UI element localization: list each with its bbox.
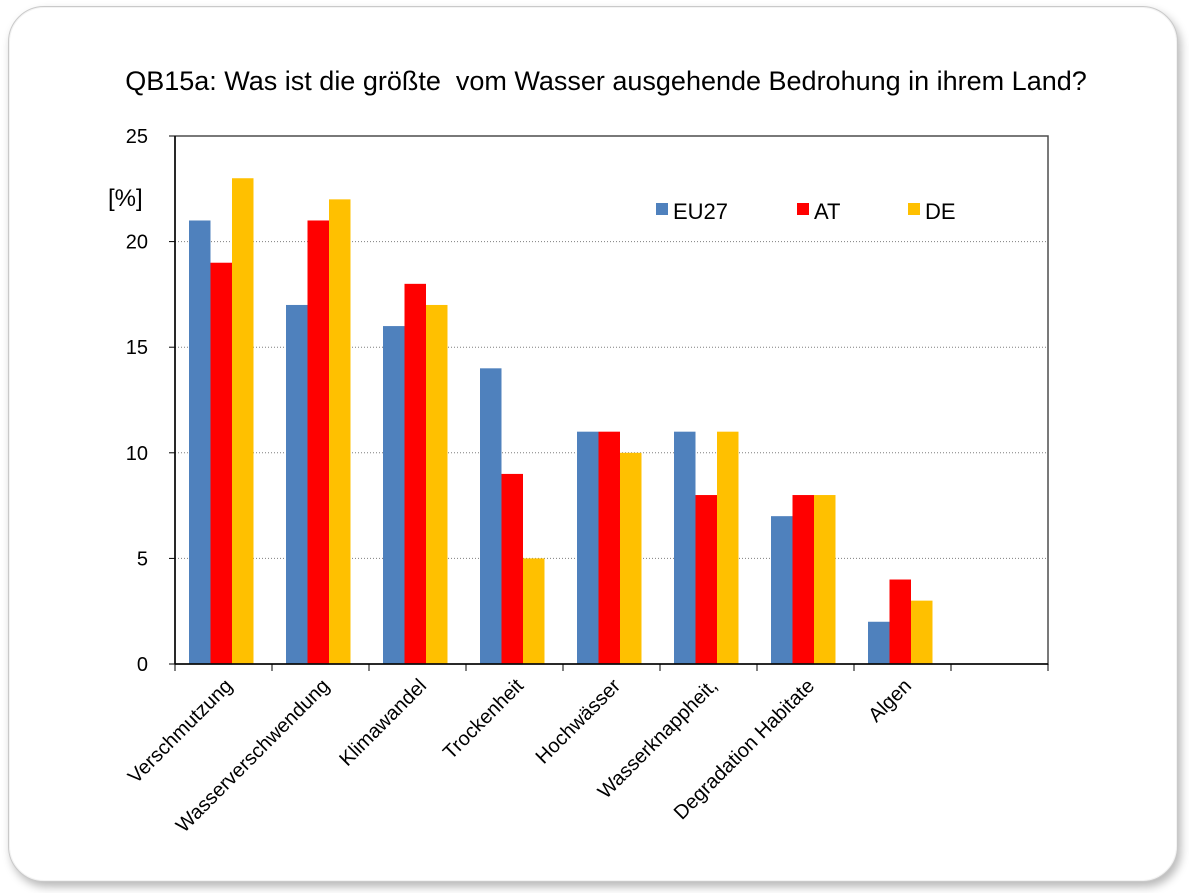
bar: [329, 199, 351, 665]
bar: [598, 431, 620, 664]
bar: [792, 495, 814, 664]
category-label: Verschmutzung: [124, 675, 237, 788]
category-label: Trockenheit: [439, 675, 528, 764]
bar: [771, 516, 793, 664]
bar: [480, 368, 502, 664]
bar: [620, 452, 642, 664]
legend-swatch: [656, 203, 668, 215]
bar: [523, 558, 545, 664]
y-axis-label: [%]: [108, 185, 143, 212]
y-tick-label: 15: [126, 337, 148, 359]
bar: [404, 283, 426, 664]
chart-title: QB15a: Was ist die größte vom Wasser aus…: [125, 66, 1087, 96]
bar: [911, 600, 933, 664]
legend-label: DE: [925, 199, 956, 224]
category-label: Algen: [864, 675, 916, 727]
bar: [717, 431, 739, 664]
bar: [695, 495, 717, 664]
category-label: Hochwässer: [532, 675, 626, 769]
category-label: Klimawandel: [335, 675, 431, 771]
legend-swatch: [908, 203, 920, 215]
y-tick-label: 0: [137, 654, 148, 676]
legend-swatch: [797, 203, 809, 215]
bar: [501, 473, 523, 664]
legend-label: AT: [814, 199, 840, 224]
bar: [814, 495, 836, 664]
bar: [189, 220, 211, 665]
bar: [889, 579, 911, 664]
bar: [307, 220, 329, 665]
bar: [210, 262, 232, 664]
bar: [232, 178, 254, 665]
y-tick-label: 20: [126, 232, 148, 254]
bar: [383, 326, 405, 664]
y-tick-label: 5: [137, 548, 148, 570]
y-tick-label: 10: [126, 443, 148, 465]
bar: [286, 304, 308, 664]
legend-label: EU27: [673, 199, 728, 224]
bar: [577, 431, 599, 664]
bar: [868, 621, 890, 664]
y-tick-label: 25: [126, 126, 148, 148]
bar: [426, 304, 448, 664]
bar: [674, 431, 696, 664]
